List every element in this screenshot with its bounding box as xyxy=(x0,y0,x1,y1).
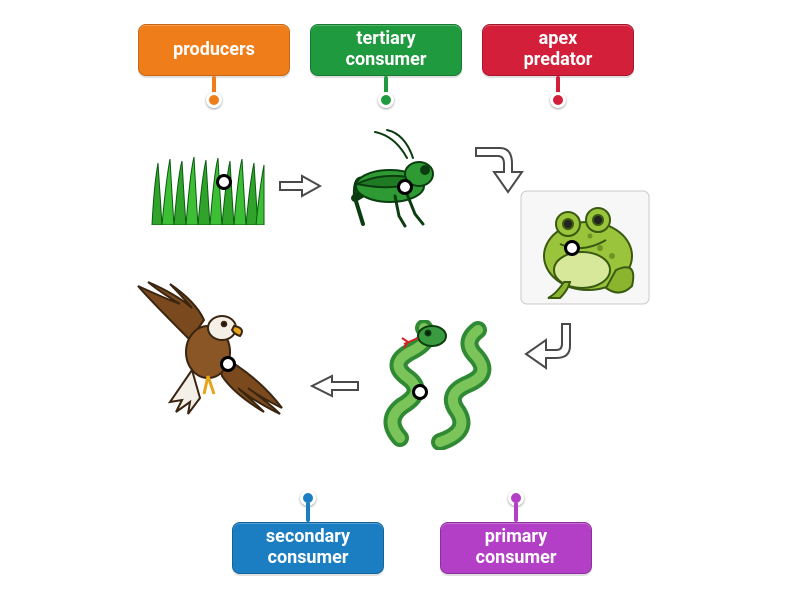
pin-dot-apex xyxy=(550,92,566,108)
label-secondary-text: secondary consumer xyxy=(266,527,350,568)
organism-snake xyxy=(380,320,510,450)
marker-grass[interactable] xyxy=(216,174,232,190)
label-apex-text: apex predator xyxy=(524,29,593,70)
marker-snake[interactable] xyxy=(412,384,428,400)
organism-grass xyxy=(148,155,266,225)
organism-grasshopper xyxy=(335,128,455,228)
label-secondary-consumer[interactable]: secondary consumer xyxy=(232,522,384,574)
marker-grasshopper[interactable] xyxy=(397,179,413,195)
label-primary-consumer[interactable]: primary consumer xyxy=(440,522,592,574)
pin-secondary xyxy=(306,502,310,522)
label-producers[interactable]: producers xyxy=(138,24,290,76)
food-chain-diagram: producers tertiary consumer apex predato… xyxy=(0,0,800,600)
pin-primary xyxy=(514,502,518,522)
arrow-snake-to-eagle xyxy=(308,372,360,400)
pin-dot-tertiary xyxy=(378,92,394,108)
label-primary-text: primary consumer xyxy=(476,527,557,568)
label-producers-text: producers xyxy=(173,40,255,61)
label-apex-predator[interactable]: apex predator xyxy=(482,24,634,76)
organism-eagle xyxy=(130,280,290,420)
arrow-grasshopper-to-frog xyxy=(470,140,526,196)
label-tertiary-consumer[interactable]: tertiary consumer xyxy=(310,24,462,76)
marker-frog[interactable] xyxy=(564,240,580,256)
label-tertiary-text: tertiary consumer xyxy=(346,29,427,70)
arrow-frog-to-snake xyxy=(520,320,580,376)
marker-eagle[interactable] xyxy=(220,356,236,372)
arrow-grass-to-grasshopper xyxy=(278,172,322,200)
pin-dot-producers xyxy=(206,92,222,108)
organism-frog xyxy=(520,190,650,305)
